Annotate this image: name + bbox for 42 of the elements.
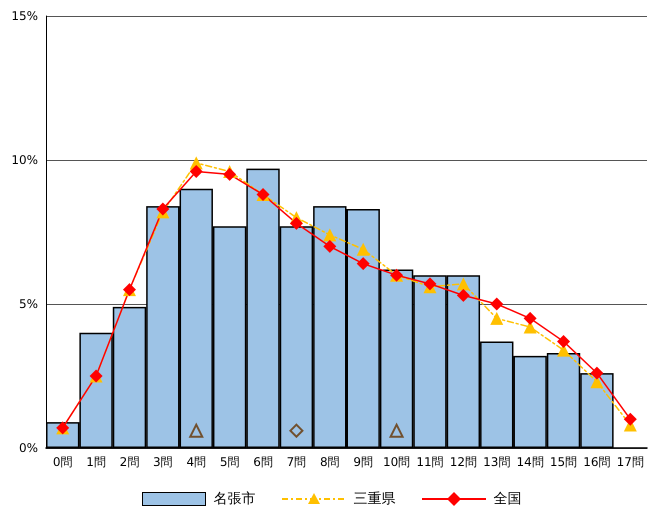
point — [356, 242, 370, 256]
x-tick-label: 15問 — [550, 455, 578, 469]
point — [190, 165, 203, 178]
x-tick-label: 16問 — [583, 455, 611, 469]
point — [356, 257, 370, 270]
x-tick-label: 8問 — [320, 455, 340, 469]
x-tick-label: 9問 — [353, 455, 374, 469]
x-tick-label: 10問 — [382, 455, 410, 469]
point — [590, 366, 604, 380]
y-tick-label: 10% — [11, 153, 38, 167]
x-tick-label: 5問 — [220, 455, 240, 469]
x-tick-label: 3問 — [153, 455, 173, 469]
point — [624, 412, 637, 426]
x-tick-label: 0問 — [52, 455, 73, 469]
x-tick-label: 2問 — [120, 455, 140, 469]
point — [490, 298, 504, 310]
x-tick-label: 6問 — [253, 455, 273, 469]
x-tick-label: 12問 — [450, 455, 477, 469]
y-tick-label: 5% — [18, 297, 38, 311]
point — [323, 240, 336, 253]
point — [557, 334, 570, 348]
y-tick-label: 0% — [18, 441, 38, 455]
x-tick-label: 11問 — [416, 455, 444, 469]
point — [456, 288, 470, 302]
point — [423, 277, 436, 290]
point — [156, 202, 170, 216]
x-tick-label: 4問 — [186, 455, 206, 469]
point — [290, 216, 303, 230]
legend-label: 名張市 — [214, 490, 256, 508]
legend-label: 三重県 — [354, 490, 396, 508]
legend-label: 全国 — [494, 490, 522, 508]
point — [490, 312, 504, 325]
x-tick-label: 1問 — [86, 455, 106, 469]
point — [223, 168, 236, 181]
x-tick-label: 14問 — [516, 455, 544, 469]
point — [524, 312, 537, 325]
x-tick-label: 17問 — [616, 455, 644, 469]
point — [323, 228, 336, 242]
x-tick-label: 7問 — [286, 455, 306, 469]
y-tick-label: 15% — [11, 9, 38, 23]
point — [456, 277, 470, 290]
x-tick-label: 13問 — [483, 455, 510, 469]
